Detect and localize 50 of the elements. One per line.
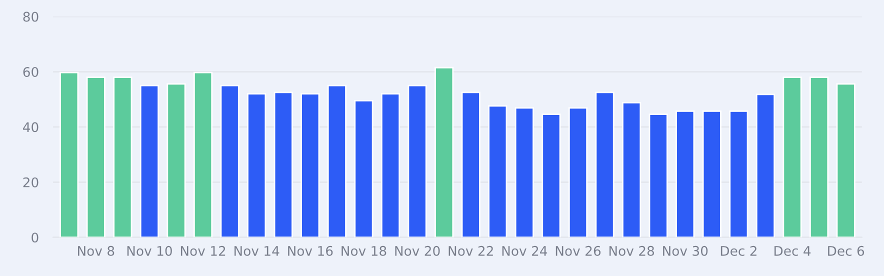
- x-tick-label: Nov 12: [180, 246, 226, 256]
- bar: [782, 76, 802, 238]
- bar: [542, 114, 561, 238]
- bar: [702, 110, 722, 238]
- bar: [86, 76, 106, 238]
- bar: [648, 114, 668, 238]
- bar: [514, 107, 534, 238]
- y-tick-label: 40: [23, 122, 38, 132]
- x-tick-label: Nov 18: [342, 246, 386, 256]
- x-tick-label: Nov 10: [127, 246, 172, 256]
- y-tick-label: 60: [23, 66, 38, 77]
- bar: [247, 93, 266, 238]
- x-tick-label: Nov 8: [78, 246, 114, 256]
- y-tick-label: 0: [32, 232, 38, 243]
- bar: [461, 92, 480, 238]
- x-tick-label: Nov 20: [395, 246, 440, 256]
- bar: [622, 102, 642, 238]
- x-tick-label: Dec 2: [720, 246, 756, 256]
- bar: [676, 110, 695, 238]
- bar: [327, 84, 346, 238]
- bar: [300, 93, 320, 238]
- bar: [140, 84, 159, 238]
- bar: [220, 84, 240, 238]
- y-tick-label: 20: [23, 177, 38, 188]
- bar: [274, 92, 293, 238]
- x-tick-label: Dec 6: [828, 246, 864, 256]
- bar: [434, 66, 454, 238]
- x-tick-label: Nov 22: [448, 246, 493, 256]
- bar: [595, 92, 614, 238]
- bar: [193, 72, 213, 238]
- bar: [380, 93, 400, 238]
- x-tick-label: Nov 28: [609, 246, 654, 256]
- x-tick-label: Nov 24: [502, 246, 548, 256]
- bar: [354, 100, 374, 238]
- x-tick-label: Nov 16: [288, 246, 333, 256]
- y-tick-label: 80: [23, 12, 38, 22]
- bar: [408, 84, 427, 238]
- x-tick-label: Nov 30: [663, 246, 708, 256]
- bar: [810, 76, 829, 238]
- bar: [568, 107, 588, 238]
- bar: [836, 83, 856, 238]
- bar: [60, 72, 79, 238]
- bar: [488, 105, 508, 238]
- x-tick-label: Nov 14: [234, 246, 280, 256]
- x-tick-label: Nov 26: [556, 246, 601, 256]
- bar: [729, 110, 748, 238]
- bar: [166, 83, 186, 238]
- x-tick-label: Dec 4: [774, 246, 811, 256]
- bar: [113, 76, 132, 238]
- bar: [756, 94, 776, 238]
